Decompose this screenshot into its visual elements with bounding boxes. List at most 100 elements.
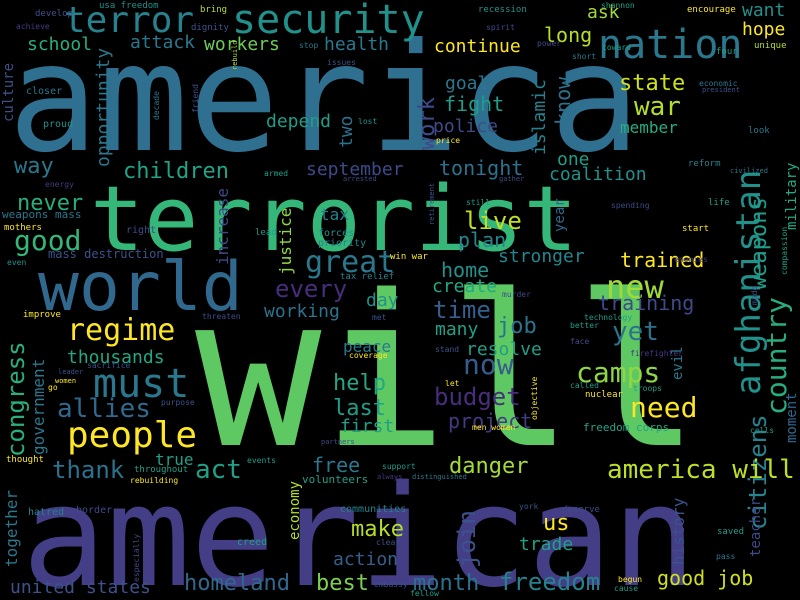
word-usa-freedom: usa freedom [99,1,159,11]
word-thousands: thousands [67,347,165,368]
word-good-job: good job [657,566,753,590]
word-purpose: purpose [161,398,195,407]
word-tax: tax [320,205,349,224]
word-job: job [497,314,537,339]
word-project: project [448,409,532,433]
word-last: last [333,396,386,421]
word-proud: proud [43,119,73,130]
word-armed: armed [264,169,288,178]
word-bring: bring [200,5,227,15]
word-want: want [742,0,785,21]
word-recession: recession [478,5,527,15]
word-face: face [570,337,589,346]
word-school: school [27,34,92,55]
word-forces: forces [318,228,354,239]
word-month: month [413,571,479,596]
word-coalition: coalition [549,164,647,185]
word-begun: begun [618,575,642,584]
word-together: together [2,490,21,567]
word-trade: trade [519,534,573,555]
word-free: free [312,453,360,477]
word-every: every [275,275,347,303]
word-camps: camps [576,356,660,389]
word-two: two [336,115,357,148]
word-economy: economy [287,481,303,540]
word-even: even [7,258,26,267]
word-throughout: throughout [134,465,188,475]
word-true: true [155,450,194,469]
word-hatred: hatred [28,507,64,518]
word-gather: gather [499,175,524,183]
word-weapons-mass: weapons mass [2,208,81,221]
word-sacrifice: sacrifice [87,361,131,370]
word-danger: danger [449,454,528,479]
word-yet: yet [612,317,659,347]
word-best: best [316,571,369,596]
word-history: history [669,497,688,565]
word-many: many [435,319,479,340]
word-friend: friend [191,84,200,113]
word-attack: attack [130,32,195,53]
word-volunteers: volunteers [302,473,368,486]
word-communities: communities [340,504,406,515]
word-reform: reform [688,159,721,169]
word-fight: fight [444,92,504,116]
word-islamic: islamic [529,79,550,155]
word-toward: toward [602,43,631,52]
word-york: york [519,502,538,511]
word-terrorist: terrorist [90,167,578,272]
word-compassion: compassion [780,227,789,275]
word-continue: continue [434,36,521,57]
word-price: price [436,136,460,145]
word-day: day [366,290,399,311]
word-weapons: weapons [747,197,772,290]
word-met: met [372,313,387,322]
word-government: government [29,359,48,455]
word-cause: cause [614,584,638,593]
word-trained: trained [620,248,704,272]
word-let: let [445,379,460,388]
word-nuclear: nuclear [585,390,624,400]
word-ask: ask [587,2,620,23]
word-new: new [606,268,665,306]
word-short: short [572,52,596,61]
word-congress: congress [2,341,30,457]
word-power: power [537,39,561,48]
word-depend: depend [266,111,331,132]
word-world: world [38,248,243,327]
word-home: home [441,258,489,282]
word-resolve: resolve [466,339,542,360]
word-increase: increase [213,188,232,265]
word-encourage: encourage [687,5,736,15]
word-action: action [333,549,398,570]
word-men-women: men women [472,423,516,432]
word-culture: culture [1,63,17,122]
word-stand: stand [435,345,459,354]
word-technology: technology [584,313,632,322]
word-opportunity: opportunity [93,48,114,167]
word-freedom: freedom [499,568,600,596]
word-need: need [630,391,697,424]
word-closer: closer [26,86,62,97]
word-develop: develop [35,9,73,19]
word-pass: pass [716,552,735,561]
word-will: will [195,250,701,495]
word-win-war: win war [390,252,429,262]
word-justice: justice [276,208,295,275]
word-stop: stop [299,41,318,50]
word-know: know [551,76,575,125]
word-always: always [377,473,402,481]
word-improve: improve [23,310,61,320]
word-mothers: mothers [4,223,42,233]
word-great: great [305,245,395,280]
word-mass-destruction: mass destruction [48,247,164,261]
word-energy: energy [45,180,74,189]
word-september: september [306,159,404,180]
word-training: training [598,291,694,315]
word-goal: goal [445,73,488,94]
word-lost: lost [358,117,377,126]
word-support: support [382,462,416,471]
word-moment: moment [784,392,800,443]
word-shannon: shannon [601,1,635,10]
